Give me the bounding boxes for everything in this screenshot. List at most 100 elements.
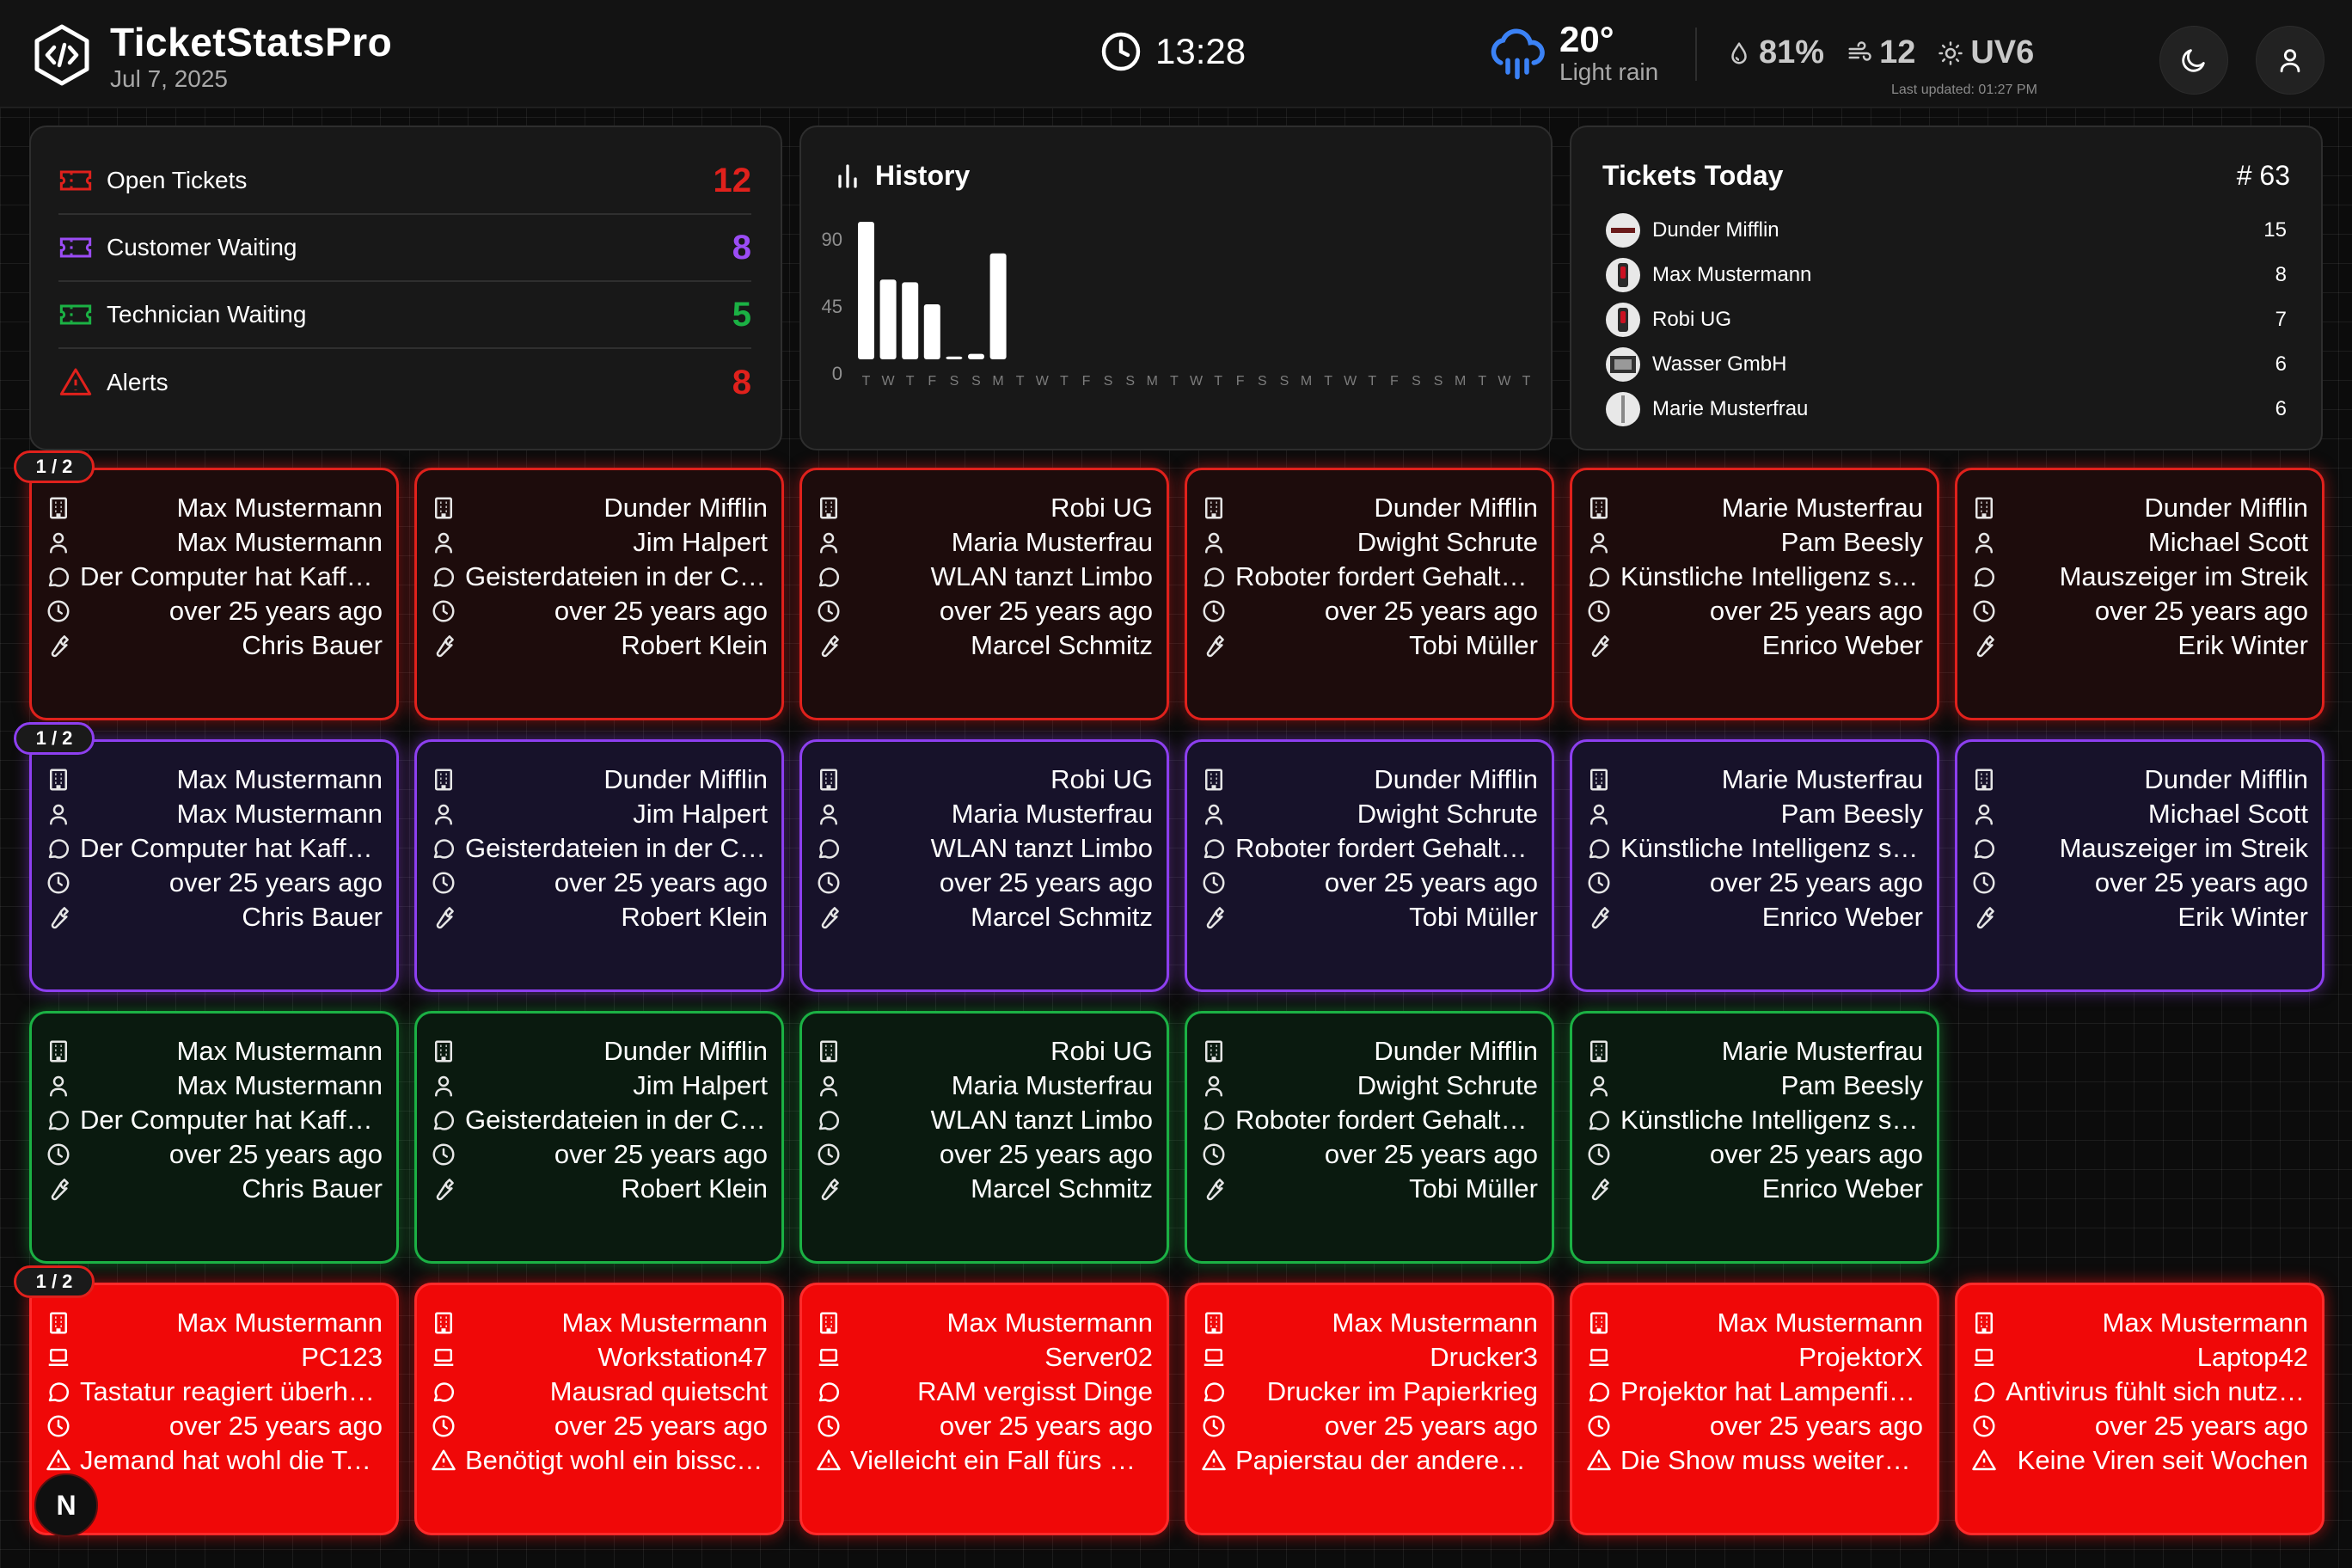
chat-bubble-icon [1589,567,1610,587]
card-line: Maria Musterfrau [816,797,1153,831]
building-icon [1205,1040,1222,1063]
building-icon [435,1312,452,1334]
card-company: Dunder Mifflin [603,764,768,794]
x-tick-label: S [950,374,959,389]
ticket-card[interactable]: Dunder Mifflin Michael Scott Mauszeiger im… [1955,739,2324,992]
today-row[interactable]: Marie Musterfrau 6 [1606,392,2287,426]
today-row[interactable]: Max Mustermann 8 [1606,258,2287,292]
clock-icon [1203,1143,1225,1166]
card-line: Roboter fordert Gehaltserhöhung [1201,560,1538,594]
card-tech: Enrico Weber [1761,630,1923,660]
nav-n-button[interactable]: N [34,1473,98,1537]
card-line: Chris Bauer [46,900,383,934]
card-line: Dunder Mifflin [431,491,768,525]
card-line: over 25 years ago [431,594,768,628]
card-tech: Erik Winter [2177,630,2308,660]
building-icon [435,1040,452,1063]
wrench-icon [1206,907,1224,929]
building-icon [820,1312,837,1334]
card-age: over 25 years ago [939,596,1153,626]
card-line: Max Mustermann [431,1306,768,1340]
ticket-card[interactable]: Marie Musterfrau Pam Beesly Künstliche Int… [1570,1011,1939,1264]
card-age: over 25 years ago [1324,596,1538,626]
ticket-card[interactable]: Dunder Mifflin Michael Scott Mauszeiger im… [1955,468,2324,720]
card-line: Keine Viren seit Wochen [1971,1443,2308,1478]
customer-waiting-row[interactable]: Customer Waiting 8 [58,215,751,282]
ticket-card[interactable]: Robi UG Maria Musterfrau WLAN tanzt Limbo o… [799,468,1169,720]
card-company: Max Mustermann [176,764,383,794]
today-name: Robi UG [1652,308,1732,331]
chat-bubble-icon [433,567,455,587]
page-indicator[interactable]: 1 / 2 [14,450,95,483]
card-line: Dunder Mifflin [1201,491,1538,525]
today-row[interactable]: Wasser GmbH 6 [1606,347,2287,382]
ticket-card[interactable]: Dunder Mifflin Jim Halpert Geisterdateien … [414,468,784,720]
today-row[interactable]: Robi UG 7 [1606,303,2287,337]
clock-icon [818,1143,840,1166]
card-contact: Maria Musterfrau [951,1070,1153,1100]
x-tick-label: F [1082,374,1091,389]
ticket-card[interactable]: Dunder Mifflin Dwight Schrute Roboter ford… [1185,468,1554,720]
card-line: Mauszeiger im Streik [1971,831,2308,866]
card-subject: Roboter fordert Gehaltserhöhung [1235,1105,1538,1135]
ticket-card[interactable]: Robi UG Maria Musterfrau WLAN tanzt Limbo o… [799,1011,1169,1264]
card-subject: Roboter fordert Gehaltserhöhung [1235,561,1538,591]
today-row[interactable]: Dunder Mifflin 15 [1606,213,2287,248]
card-note: Jemand hat wohl die Tasten vertauscht [80,1445,383,1475]
ticket-card[interactable]: Max Mustermann Max Mustermann Der Computer… [29,739,399,992]
card-tech: Marcel Schmitz [971,630,1153,660]
theme-toggle-button[interactable] [2159,26,2228,95]
card-line: Enrico Weber [1586,1172,1923,1206]
alert-card[interactable]: Max Mustermann Drucker3 Drucker im Papierk… [1185,1283,1554,1535]
card-age: over 25 years ago [168,1411,383,1441]
alert-card[interactable]: Max Mustermann Server02 RAM vergisst Dinge… [799,1283,1169,1535]
card-subject: Mauszeiger im Streik [2059,561,2308,591]
ticket-card[interactable]: Max Mustermann Max Mustermann Der Computer… [29,468,399,720]
card-line: Workstation47 [431,1340,768,1375]
card-age: over 25 years ago [1709,867,1923,897]
ticket-card[interactable]: Dunder Mifflin Dwight Schrute Roboter ford… [1185,1011,1554,1264]
card-line: Max Mustermann [46,1306,383,1340]
card-subject: Tastatur reagiert überhaupt nicht [80,1376,383,1406]
ticket-card[interactable]: Dunder Mifflin Jim Halpert Geisterdateien … [414,739,784,992]
ticket-card[interactable]: Marie Musterfrau Pam Beesly Künstliche Int… [1570,468,1939,720]
card-tech: Chris Bauer [242,902,383,932]
page-indicator[interactable]: 1 / 2 [14,1265,95,1298]
stat-label: Customer Waiting [107,234,297,260]
technician-waiting-row[interactable]: Technician Waiting 5 [58,282,751,349]
humidity-value: 81% [1759,34,1825,70]
card-age: over 25 years ago [939,1411,1153,1441]
card-line: Drucker im Papierkrieg [1201,1375,1538,1409]
chat-bubble-icon [1204,839,1225,859]
alerts-row[interactable]: Alerts 8 [58,349,751,416]
card-line: over 25 years ago [816,594,1153,628]
alert-card[interactable]: Max Mustermann Workstation47 Mausrad quiet… [414,1283,784,1535]
user-icon [435,1075,452,1097]
card-line: Maria Musterfrau [816,1069,1153,1103]
building-icon [820,1040,837,1063]
user-button[interactable] [2256,26,2324,95]
card-age: over 25 years ago [939,1139,1153,1169]
alert-card[interactable]: Max Mustermann Laptop42 Antivirus fühlt si… [1955,1283,2324,1535]
page-indicator[interactable]: 1 / 2 [14,722,95,755]
bar-chart-icon [838,163,857,188]
card-line: PC123 [46,1340,383,1375]
wrench-icon [1206,635,1224,658]
open-tickets-row[interactable]: Open Tickets 12 [58,148,751,215]
card-contact: Jim Halpert [633,527,768,557]
alert-card[interactable]: Max Mustermann ProjektorX Projektor hat La… [1570,1283,1939,1535]
y-tick-label: 45 [822,296,842,317]
ticket-card[interactable]: Max Mustermann Max Mustermann Der Computer… [29,1011,399,1264]
ticket-card[interactable]: Robi UG Maria Musterfrau WLAN tanzt Limbo o… [799,739,1169,992]
x-tick-label: S [1258,374,1267,389]
today-name: Wasser GmbH [1652,352,1787,376]
x-tick-label: W [1190,374,1204,389]
ticket-card[interactable]: Dunder Mifflin Dwight Schrute Roboter ford… [1185,739,1554,992]
warning-icon [817,1449,841,1471]
ticket-card[interactable]: Marie Musterfrau Pam Beesly Künstliche Int… [1570,739,1939,992]
card-contact: Jim Halpert [633,799,768,829]
ticket-card[interactable]: Dunder Mifflin Jim Halpert Geisterdateien … [414,1011,784,1264]
card-line: Server02 [816,1340,1153,1375]
card-company: Dunder Mifflin [2144,493,2308,523]
